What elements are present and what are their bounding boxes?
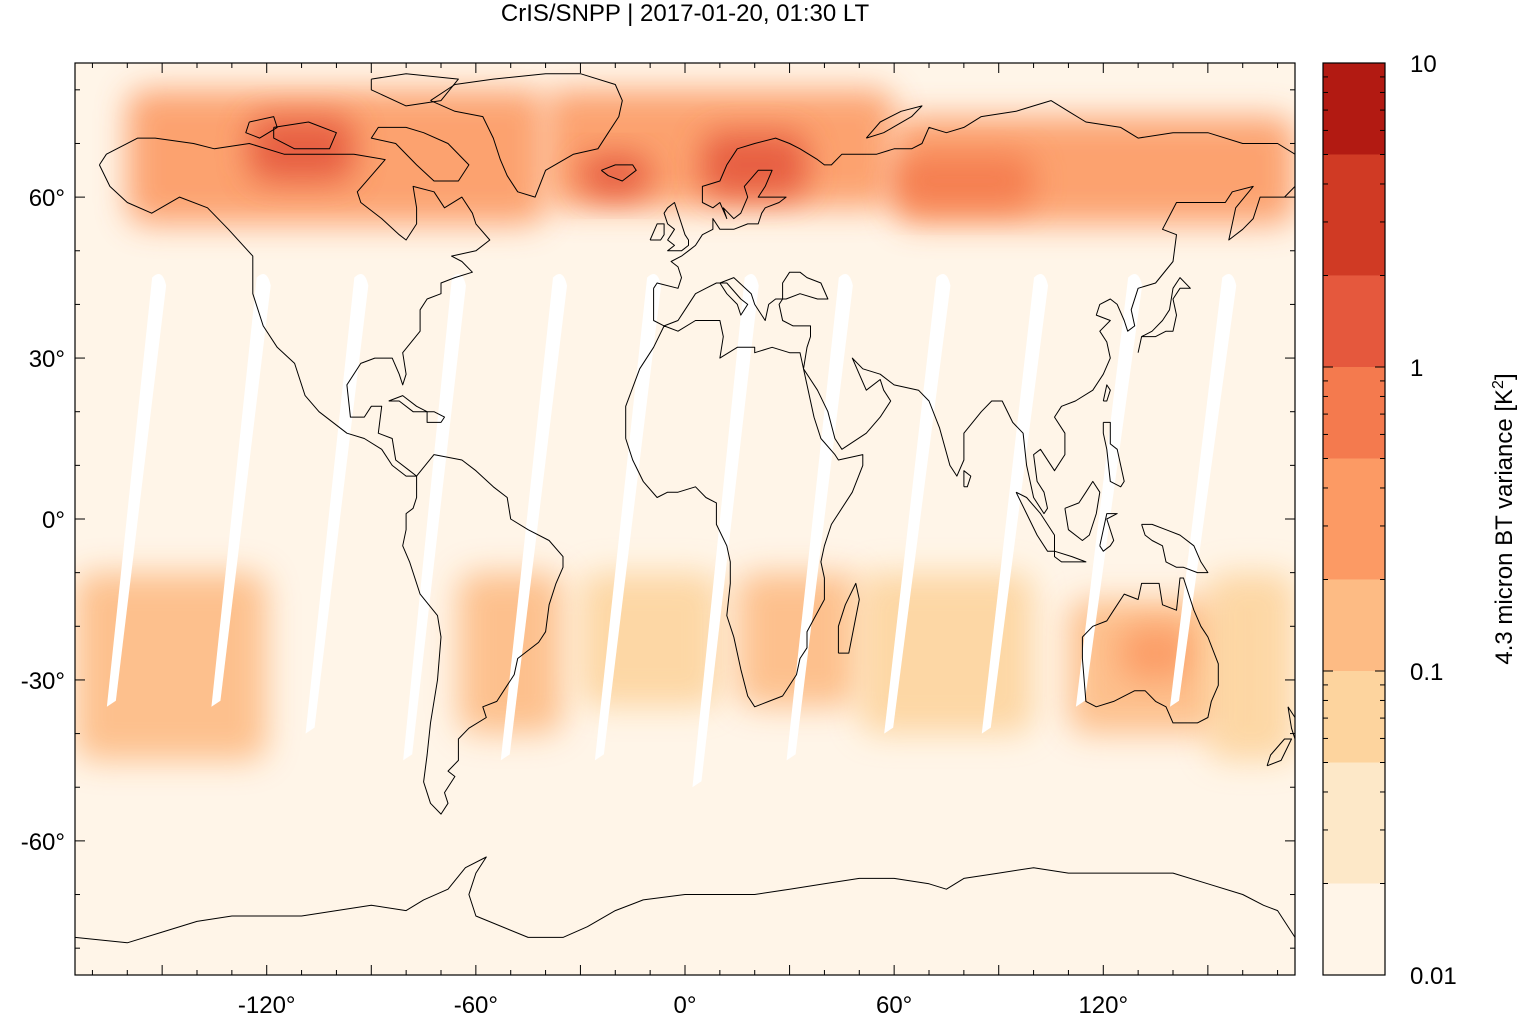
swath-gap-1	[211, 274, 271, 707]
swath-gap-7	[786, 274, 853, 761]
coastline-layer	[75, 73, 1295, 944]
heatmap-region-3	[702, 132, 807, 198]
swath-gap-4	[500, 274, 567, 761]
swath-gap-0	[106, 274, 167, 707]
heatmap-layer	[75, 63, 1295, 975]
x-tick-label: -60°	[454, 992, 498, 1019]
coastline-borneo	[1064, 480, 1101, 541]
x-tick-label: 120°	[1078, 992, 1128, 1019]
coastline-victoria-island	[273, 121, 337, 150]
colorbar-label-main: 4.3 micron BT variance [K	[1491, 389, 1518, 665]
x-tick-label: -120°	[238, 992, 296, 1019]
y-tick-label: 0°	[42, 507, 65, 534]
colorbar-tick-label: 1	[1410, 355, 1423, 382]
coastline-sri-lanka	[963, 470, 972, 488]
heatmap-region-7	[75, 572, 267, 761]
coastline-hispaniola	[426, 411, 445, 423]
y-tick-label: 30°	[29, 346, 65, 373]
chart-title: CrIS/SNPP | 2017-01-20, 01:30 LT	[500, 0, 870, 27]
swath-gap-10	[1075, 274, 1143, 707]
swath-gap-9	[981, 274, 1049, 734]
colorbar-segment	[1323, 63, 1385, 155]
x-axis: -120° -60° 0° 60° 120°	[91, 63, 1279, 1019]
colorbar-label-sup: 2	[1490, 380, 1507, 389]
heatmap-region-13	[1120, 626, 1191, 680]
swath-gap-3	[403, 274, 466, 761]
swath-gap-6	[692, 274, 759, 788]
coastline-java	[1054, 550, 1087, 563]
colorbar-tick-label: 0.01	[1410, 963, 1457, 990]
plot-area: -120° -60° 0° 60° 120° 60° 30° 0° -30° -60°	[21, 62, 1296, 1019]
y-tick-label: -60°	[21, 829, 65, 856]
colorbar-segment	[1323, 275, 1385, 367]
colorbar-segment	[1323, 762, 1385, 884]
coastline-great-britain	[663, 202, 689, 252]
colorbar-label-end: ]	[1491, 373, 1518, 380]
coastline-new-guinea	[1141, 523, 1209, 574]
colorbar-segment	[1323, 458, 1385, 580]
colorbar-segment	[1323, 579, 1385, 671]
swath-gap-2	[305, 274, 369, 734]
swath-gap-5	[594, 274, 662, 761]
swath-gap-layer	[106, 274, 1237, 788]
heatmap-region-4	[580, 154, 651, 198]
y-tick-label: 60°	[29, 185, 65, 212]
colorbar-label: 4.3 micron BT variance [K2]	[1490, 373, 1518, 664]
heatmap-region-6	[894, 154, 1034, 208]
coastline-north-america	[98, 137, 491, 477]
coastline-baffin-island	[370, 126, 470, 182]
heatmap-region-9	[580, 572, 720, 707]
coastline-banks-island	[245, 116, 278, 139]
coastline-africa	[625, 320, 864, 708]
coastline-sulawesi	[1099, 513, 1118, 552]
y-axis: 60° 30° 0° -30° -60°	[21, 89, 1295, 949]
coastline-madagascar	[837, 582, 860, 654]
heatmap-region-10	[737, 572, 860, 707]
coastline-australia	[1081, 577, 1219, 724]
colorbar-frame	[1322, 62, 1386, 976]
colorbar: 10 1 0.1 0.01 4.3 micron BT variance [K2]	[1322, 51, 1518, 990]
colorbar-tick-label: 10	[1410, 51, 1437, 78]
coastline-south-america	[402, 454, 564, 815]
swath-gap-11	[1170, 274, 1237, 707]
coastline-novaya-zemlya	[865, 105, 923, 139]
colorbar-segment	[1323, 671, 1385, 763]
coastline-new-zealand-n	[1287, 706, 1295, 740]
coastline-ireland	[649, 223, 665, 241]
coastline-ellesmere	[370, 73, 459, 107]
heatmap-region-8	[458, 572, 563, 734]
colorbar-segment	[1323, 154, 1385, 276]
colorbar-segment	[1323, 367, 1385, 459]
swath-gap-8	[884, 274, 951, 734]
coastline-japan	[1137, 277, 1191, 353]
coastline-philippines	[1102, 421, 1125, 488]
x-tick-label: 0°	[674, 992, 697, 1019]
colorbar-tick-label: 0.1	[1410, 659, 1443, 686]
coastline-eurasia	[653, 100, 1295, 515]
coastline-iceland	[600, 164, 637, 182]
y-tick-label: -30°	[21, 668, 65, 695]
coastline-antarctica	[75, 856, 1295, 944]
coastline-new-zealand-s	[1266, 738, 1292, 767]
heatmap-region-14	[1207, 572, 1295, 761]
colorbar-segment	[1323, 883, 1385, 975]
coastline-taiwan	[1102, 384, 1111, 402]
x-tick-label: 60°	[876, 992, 912, 1019]
coastline-greenland	[430, 73, 623, 198]
